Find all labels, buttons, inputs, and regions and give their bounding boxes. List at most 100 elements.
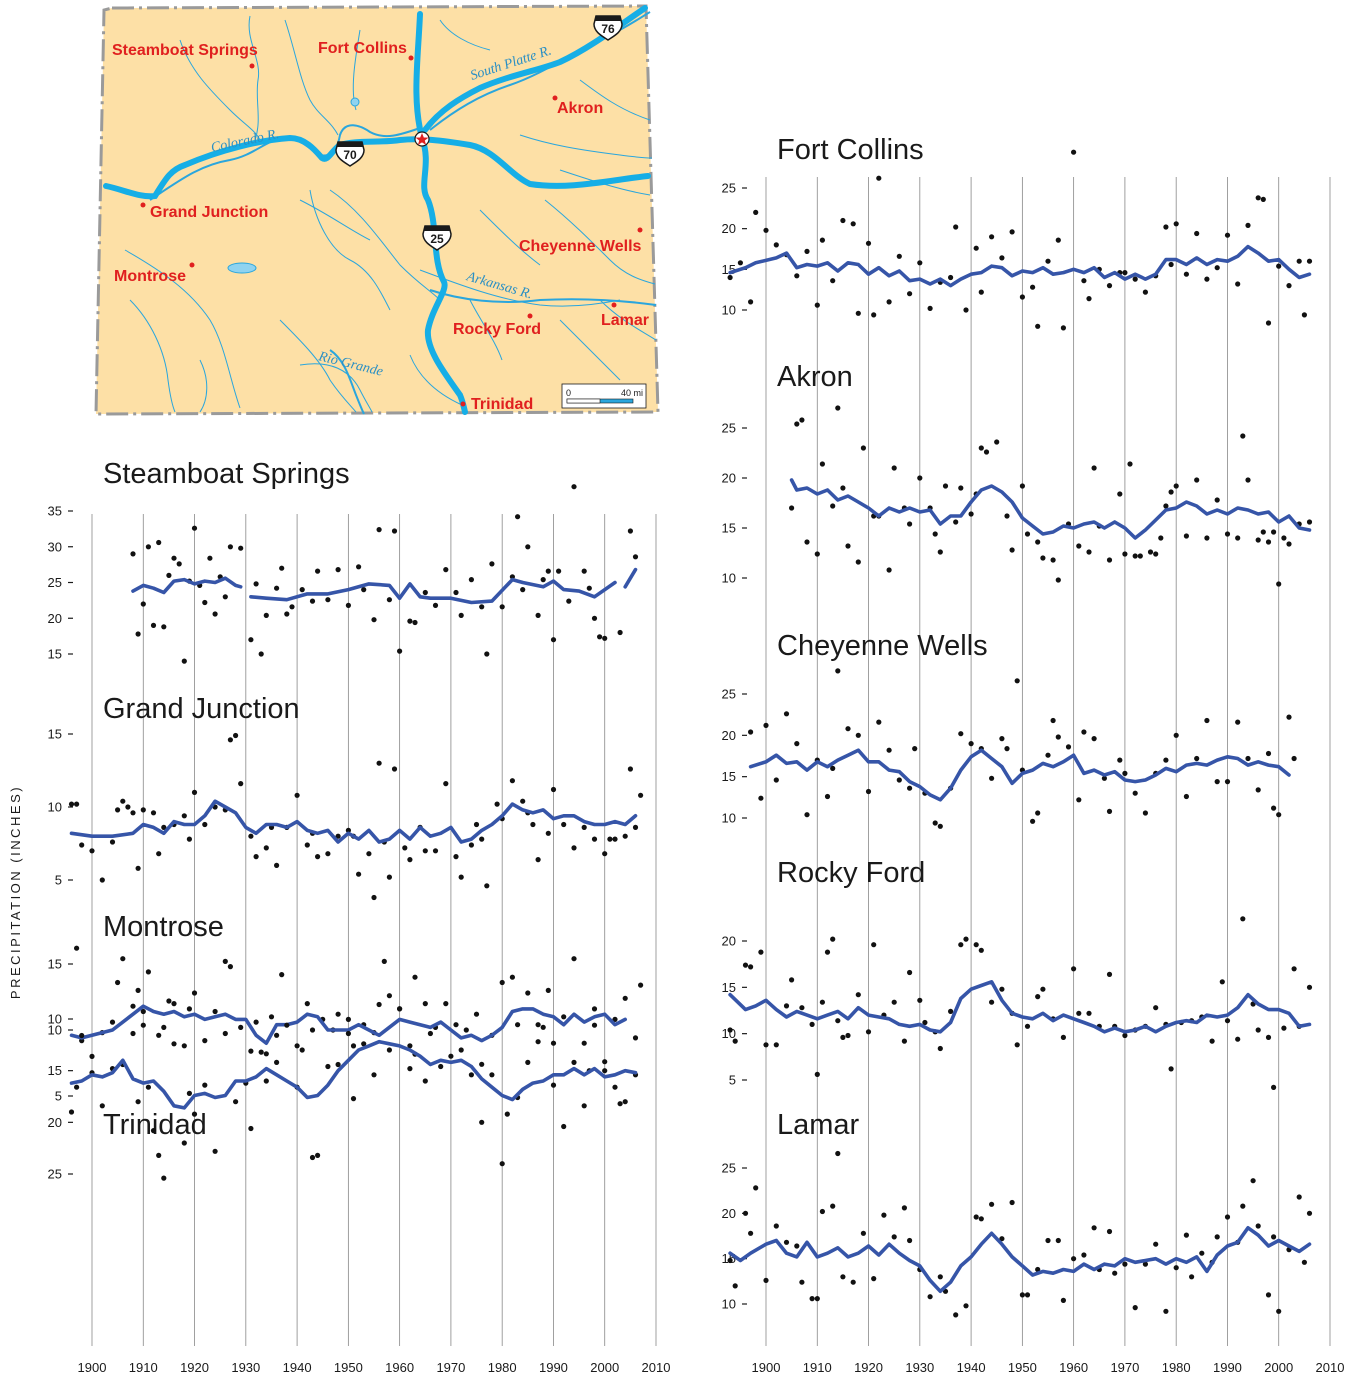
data-point-fort-collins-1963 (1086, 296, 1092, 302)
data-point-montrose-1914 (161, 1024, 167, 1030)
data-point-rocky-ford-1942 (978, 947, 984, 953)
data-point-steamboat-springs-1969 (443, 567, 449, 573)
data-point-steamboat-springs-1926 (222, 594, 228, 600)
data-point-grand-junction-1913 (156, 851, 162, 857)
data-point-trinidad-1919 (186, 1090, 192, 1096)
data-point-akron-1970 (1122, 551, 1128, 557)
data-point-akron-1996 (1255, 537, 1261, 543)
data-point-rocky-ford-1998 (1265, 1034, 1272, 1040)
data-point-grand-junction-1905 (115, 807, 121, 813)
data-point-montrose-1962 (407, 1043, 413, 1049)
data-point-lamar-1937 (953, 1312, 959, 1318)
data-point-cheyenne-wells-1964 (1091, 736, 1097, 742)
data-point-grand-junction-1897 (74, 801, 80, 807)
data-point-montrose-1971 (453, 1022, 459, 1028)
data-point-akron-1975 (1147, 549, 1154, 555)
data-point-trinidad-2002 (612, 1084, 618, 1090)
data-point-fort-collins-1957 (1055, 237, 1061, 243)
data-point-grand-junction-1984 (520, 798, 526, 804)
data-point-grand-junction-1929 (238, 781, 244, 787)
data-point-steamboat-springs-1983 (515, 514, 521, 520)
data-point-steamboat-springs-1943 (309, 598, 316, 604)
data-point-grand-junction-1912 (150, 810, 157, 816)
data-point-trinidad-1962 (407, 1066, 413, 1072)
data-point-steamboat-springs-1915 (166, 572, 172, 579)
data-point-cheyenne-wells-1938 (958, 731, 964, 737)
city-label-montrose: Montrose (114, 268, 186, 285)
data-point-trinidad-1908 (130, 1030, 136, 1037)
data-point-montrose-1915 (166, 998, 172, 1004)
y-tick-label-trinidad-25: 25 (48, 1167, 62, 1182)
data-point-trinidad-1965 (422, 1078, 428, 1084)
y-tick-label-steamboat-springs-35: 35 (48, 504, 62, 519)
trend-line-cheyenne-wells-0 (748, 748, 1291, 802)
data-point-montrose-1976 (479, 1061, 485, 1067)
data-point-lamar-1958 (1060, 1297, 1066, 1303)
data-point-montrose-1900 (89, 1053, 95, 1059)
data-point-montrose-1919 (186, 1006, 192, 1012)
data-point-cheyenne-wells-1928 (907, 785, 913, 791)
data-point-fort-collins-1978 (1163, 224, 1169, 230)
y-tick-label-grand-junction-10: 10 (48, 800, 62, 815)
data-point-trinidad-1985 (525, 1059, 531, 1065)
data-point-fort-collins-1928 (907, 291, 913, 297)
x-tick-label-left-1980: 1980 (488, 1360, 517, 1375)
data-point-fort-collins-1958 (1060, 325, 1066, 331)
data-point-steamboat-springs-1974 (468, 577, 474, 583)
y-tick-label-lamar-20: 20 (722, 1206, 736, 1221)
data-point-akron-1957 (1055, 577, 1061, 583)
data-point-grand-junction-1974 (468, 842, 474, 848)
data-point-trinidad-1926 (222, 1030, 228, 1037)
data-point-akron-1947 (1004, 513, 1010, 519)
data-point-akron-1992 (1235, 535, 1241, 541)
data-point-lamar-1964 (1091, 1225, 1097, 1231)
data-point-rocky-ford-1910 (814, 1071, 820, 1077)
data-point-rocky-ford-1987 (1209, 1038, 1215, 1044)
data-point-grand-junction-1955 (371, 894, 377, 901)
data-point-steamboat-springs-1948 (335, 567, 341, 573)
x-tick-label-right-1920: 1920 (854, 1360, 883, 1375)
y-tick-label-cheyenne-wells-10: 10 (722, 811, 736, 826)
data-point-fort-collins-1986 (1204, 276, 1210, 282)
data-point-steamboat-springs-1911 (145, 544, 151, 550)
data-point-rocky-ford-1944 (989, 999, 995, 1005)
y-tick-label-steamboat-springs-20: 20 (48, 611, 62, 626)
data-point-steamboat-springs-1913 (156, 539, 162, 546)
x-tick-label-right-1910: 1910 (803, 1360, 832, 1375)
data-point-steamboat-springs-2005 (627, 528, 634, 534)
y-tick-label-cheyenne-wells-25: 25 (722, 687, 736, 702)
data-point-trinidad-1970 (448, 1053, 454, 1059)
data-point-rocky-ford-1909 (809, 1021, 815, 1027)
data-point-akron-1969 (1117, 491, 1123, 497)
data-point-grand-junction-1956 (376, 760, 382, 766)
y-axis-label: PRECIPITATION (INCHES) (8, 785, 23, 999)
x-tick-label-left-1990: 1990 (539, 1360, 568, 1375)
data-point-lamar-1996 (1255, 1223, 1261, 1229)
data-point-lamar-1985 (1199, 1250, 1205, 1256)
data-point-montrose-1905 (115, 979, 121, 986)
data-point-grand-junction-1986 (530, 821, 536, 828)
data-point-cheyenne-wells-1955 (1045, 752, 1051, 758)
denver-capital-star (414, 131, 430, 147)
data-point-grand-junction-1950 (345, 827, 351, 834)
data-point-grand-junction-1992 (561, 821, 567, 828)
y-tick-label-fort-collins-10: 10 (722, 303, 736, 318)
lamar-dot (611, 302, 617, 308)
data-point-trinidad-1912 (150, 1128, 157, 1134)
data-point-lamar-1990 (1224, 1214, 1231, 1220)
data-point-montrose-1957 (381, 958, 387, 965)
data-point-trinidad-1918 (181, 1140, 187, 1146)
data-point-lamar-2005 (1301, 1259, 1307, 1265)
data-point-trinidad-1944 (315, 1152, 321, 1158)
data-point-steamboat-springs-1909 (135, 631, 141, 637)
data-point-cheyenne-wells-1914 (835, 668, 841, 674)
data-point-grand-junction-1932 (253, 854, 259, 860)
data-point-akron-1956 (1050, 557, 1056, 563)
data-point-grand-junction-1994 (571, 845, 577, 851)
data-point-rocky-ford-1921 (871, 942, 877, 948)
data-point-rocky-ford-1897 (748, 964, 754, 970)
data-point-akron-2006 (1306, 519, 1313, 525)
trend-line-lamar-0 (728, 1226, 1312, 1294)
city-label-grand-junction: Grand Junction (150, 204, 268, 221)
